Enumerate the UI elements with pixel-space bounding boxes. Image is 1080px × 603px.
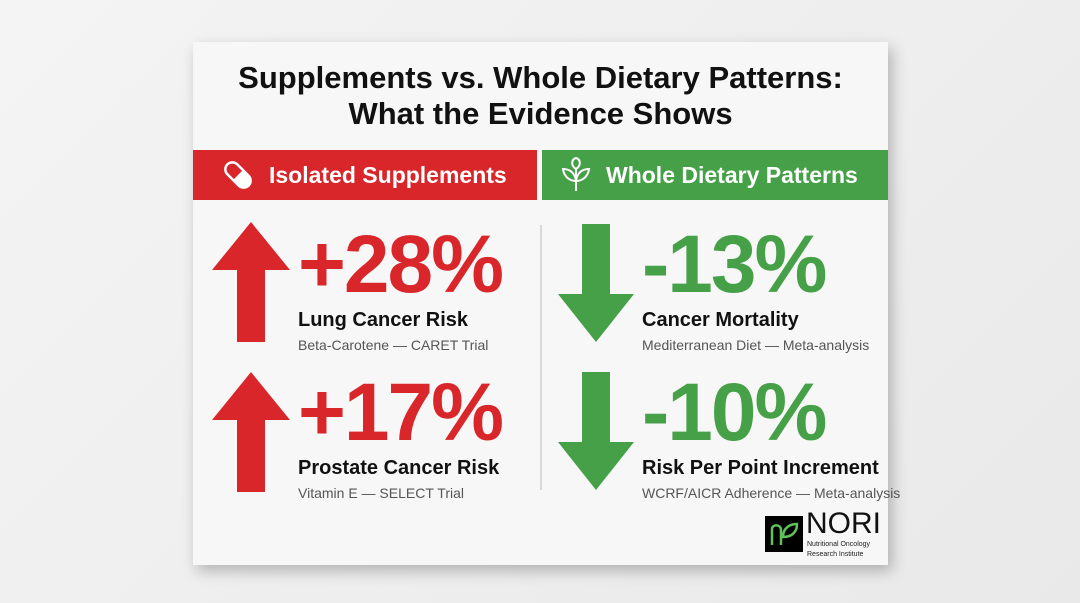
stat-label: Cancer Mortality [642, 309, 799, 331]
header-label: Isolated Supplements [269, 161, 507, 188]
arrow-down-icon [558, 372, 634, 490]
logo-text: NORI Nutritional Oncology Research Insti… [803, 508, 881, 560]
header-isolated-supplements: Isolated Supplements [193, 150, 537, 200]
stat-label: Risk Per Point Increment [642, 457, 879, 479]
stat-prostate-cancer: +17% Prostate Cancer Risk Vitamin E — SE… [298, 367, 504, 502]
stat-source: Vitamin E — SELECT Trial [298, 485, 464, 501]
sprout-icon [561, 157, 591, 191]
stat-cancer-mortality: -13% Cancer Mortality Mediterranean Diet… [642, 222, 869, 354]
leaf-logo-icon [765, 516, 803, 552]
nori-logo: NORI Nutritional Oncology Research Insti… [765, 508, 881, 560]
title-line-2: What the Evidence Shows [348, 96, 733, 131]
column-divider [540, 225, 542, 490]
pill-icon [224, 161, 252, 189]
logo-subtitle-2: Research Institute [807, 551, 864, 558]
stat-value: +28% [298, 219, 504, 310]
logo-subtitle-1: Nutritional Oncology [807, 541, 871, 548]
stat-value: +17% [298, 367, 504, 458]
logo-name: NORI [806, 507, 881, 540]
stat-value: -13% [642, 219, 827, 310]
title: Supplements vs. Whole Dietary Patterns: … [193, 60, 888, 132]
stat-label: Prostate Cancer Risk [298, 457, 500, 479]
header-label: Whole Dietary Patterns [606, 161, 858, 188]
arrow-up-icon [212, 372, 290, 492]
infographic-board: Supplements vs. Whole Dietary Patterns: … [193, 42, 900, 565]
stat-source: WCRF/AICR Adherence — Meta-analysis [642, 485, 901, 501]
arrow-down-icon [558, 224, 634, 342]
stat-source: Mediterranean Diet — Meta-analysis [642, 337, 870, 353]
stat-source: Beta-Carotene — CARET Trial [298, 337, 489, 353]
title-line-1: Supplements vs. Whole Dietary Patterns: [238, 60, 843, 95]
stat-value: -10% [642, 367, 827, 458]
stat-label: Lung Cancer Risk [298, 309, 469, 331]
stat-risk-per-point: -10% Risk Per Point Increment WCRF/AICR … [642, 370, 900, 502]
stat-lung-cancer: +28% Lung Cancer Risk Beta-Carotene — CA… [298, 219, 504, 354]
header-whole-dietary-patterns: Whole Dietary Patterns [542, 150, 888, 200]
arrow-up-icon [212, 222, 290, 342]
